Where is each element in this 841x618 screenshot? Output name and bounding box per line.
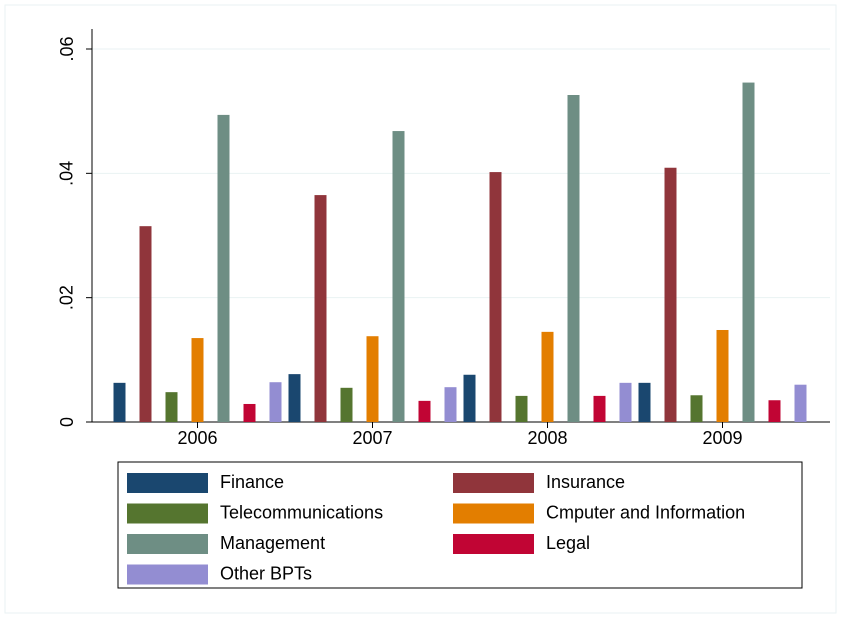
x-tick-label: 2009 bbox=[702, 428, 742, 448]
bar bbox=[619, 382, 632, 422]
bar bbox=[444, 387, 457, 422]
bar bbox=[139, 226, 152, 422]
y-tick-label: .02 bbox=[57, 285, 77, 310]
legend-swatch bbox=[127, 564, 208, 585]
legend-swatch bbox=[453, 473, 534, 493]
bar bbox=[794, 384, 807, 422]
bar bbox=[541, 331, 554, 422]
bar bbox=[489, 172, 502, 422]
legend-label: Insurance bbox=[546, 472, 625, 492]
bar bbox=[165, 392, 178, 422]
legend-swatch bbox=[127, 473, 208, 493]
legend-label: Telecommunications bbox=[220, 502, 383, 522]
bar bbox=[768, 400, 781, 422]
bar bbox=[593, 395, 606, 422]
bar bbox=[716, 329, 729, 422]
bar bbox=[392, 131, 405, 422]
x-tick-label: 2007 bbox=[352, 428, 392, 448]
bar bbox=[243, 403, 256, 422]
bar bbox=[288, 374, 301, 422]
bar bbox=[217, 114, 230, 422]
bar bbox=[366, 336, 379, 422]
legend-swatch bbox=[453, 503, 534, 524]
bar bbox=[515, 395, 528, 422]
bar bbox=[690, 395, 703, 422]
y-tick-label: .04 bbox=[57, 161, 77, 186]
bar bbox=[314, 195, 327, 422]
bar bbox=[664, 167, 677, 422]
bar bbox=[191, 338, 204, 422]
bar bbox=[418, 400, 431, 422]
bar bbox=[638, 382, 651, 422]
x-tick-label: 2006 bbox=[177, 428, 217, 448]
bar bbox=[463, 374, 476, 422]
y-tick-label: .06 bbox=[57, 36, 77, 61]
legend-swatch bbox=[453, 534, 534, 554]
legend-label: Finance bbox=[220, 472, 284, 492]
bar bbox=[269, 382, 282, 422]
bar bbox=[567, 95, 580, 423]
x-tick-label: 2008 bbox=[527, 428, 567, 448]
legend-label: Cmputer and Information bbox=[546, 502, 745, 522]
legend-swatch bbox=[127, 534, 208, 554]
legend-swatch bbox=[127, 503, 208, 524]
legend-label: Legal bbox=[546, 533, 590, 553]
legend-label: Management bbox=[220, 533, 325, 553]
bar bbox=[113, 382, 126, 422]
legend-label: Other BPTs bbox=[220, 563, 312, 583]
y-tick-label: 0 bbox=[57, 417, 77, 427]
bar bbox=[340, 387, 353, 422]
bar bbox=[742, 82, 755, 422]
